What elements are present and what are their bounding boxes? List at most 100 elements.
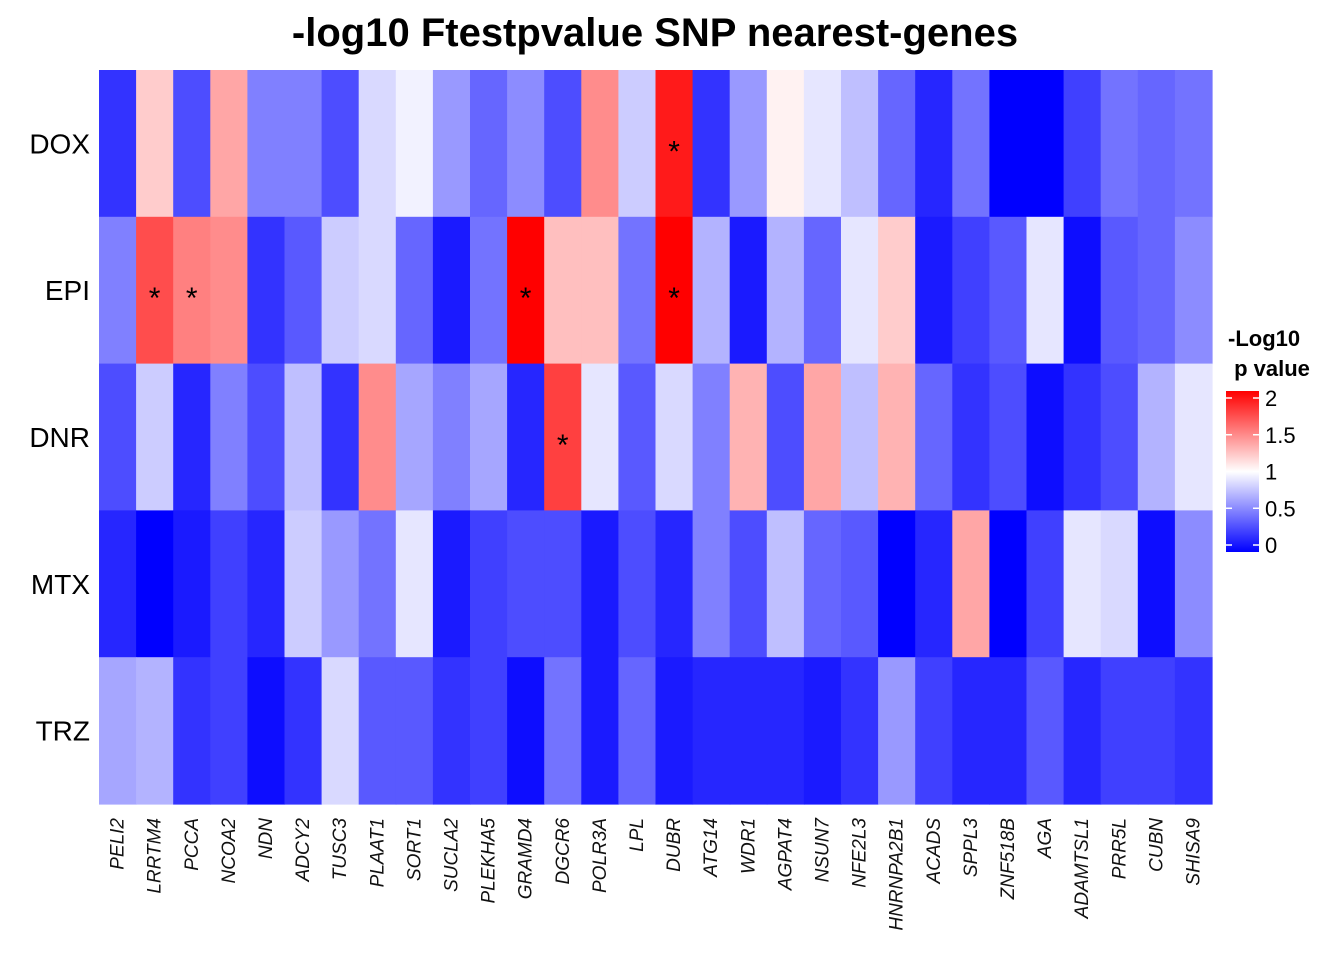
heatmap-cell-dnr-polr3a [581,363,619,511]
heatmap-cell-dox-atg14 [692,70,731,218]
column-label-gramd4: GRAMD4 [516,818,537,899]
heatmap-cell-mtx-shisa9 [1174,510,1213,658]
heatmap-cell-mtx-pcca [173,510,211,658]
heatmap-cell-dnr-cubn [1137,363,1176,511]
significance-star-epi-gramd4: * [520,282,532,315]
heatmap-cell-trz-aga [1026,657,1065,805]
heatmap-cell-dnr-agpat4 [766,363,805,511]
heatmap-cell-dnr-plekha5 [470,363,508,511]
heatmap-cell-epi-ndn [247,216,286,365]
heatmap-cell-mtx-dgcr6 [544,510,582,658]
column-label-ndn: NDN [256,818,277,859]
heatmap-cell-mtx-plekha5 [470,510,508,658]
heatmap-cell-dox-ndn [247,70,286,218]
column-label-sppl3: SPPL3 [961,818,982,878]
heatmap-cell-epi-nsun7 [803,216,842,365]
column-label-cubn: CUBN [1146,818,1167,872]
heatmap-cell-epi-hnrnpa2b1 [878,216,916,365]
heatmap-cell-dnr-ncoa2 [210,363,248,511]
heatmap-cell-dnr-nfe2l3 [841,363,879,511]
heatmap-cell-dox-adcy2 [284,70,323,218]
row-labels: DOX EPI DNR MTX TRZ [29,128,90,746]
heatmap-cell-dox-prr5l [1100,70,1139,218]
heatmap-cell-mtx-sort1 [395,510,434,658]
heatmap-cell-mtx-prr5l [1100,510,1139,658]
heatmap-cell-trz-cubn [1137,657,1176,805]
row-label-epi: EPI [45,275,90,306]
heatmap-cell-dox-gramd4 [507,70,545,218]
heatmap-cell-dox-wdr1 [729,70,768,218]
heatmap-cell-dox-agpat4 [766,70,805,218]
heatmap-cell-mtx-dubr [655,510,694,658]
heatmap-cell-trz-peli2 [99,657,137,805]
heatmap-cell-dox-aga [1026,70,1065,218]
heatmap-cell-trz-lrrtm4 [136,657,174,805]
column-label-ncoa2: NCOA2 [219,818,240,884]
heatmap-cell-trz-lpl [618,657,657,805]
heatmap-cell-trz-nfe2l3 [841,657,879,805]
heatmap-cell-trz-znf518b [989,657,1028,805]
heatmap-cell-dnr-znf518b [989,363,1028,511]
heatmap-cell-trz-shisa9 [1174,657,1213,805]
heatmap-cell-trz-sort1 [395,657,434,805]
heatmap-cell-dox-nfe2l3 [841,70,879,218]
heatmap-cell-mtx-hnrnpa2b1 [878,510,916,658]
heatmap-cell-dnr-hnrnpa2b1 [878,363,916,511]
heatmap-cell-epi-nfe2l3 [841,216,879,365]
heatmap-cell-dox-pcca [173,70,211,218]
legend-tick-label: 2 [1265,386,1277,411]
heatmap-cell-dox-plekha5 [470,70,508,218]
heatmap-cell-epi-adamtsl1 [1063,216,1102,365]
heatmap-cell-epi-sort1 [395,216,434,365]
heatmap-cell-mtx-znf518b [989,510,1028,658]
heatmap-cell-dnr-gramd4 [507,363,545,511]
heatmap-cell-mtx-sppl3 [952,510,990,658]
heatmap-cell-trz-plekha5 [470,657,508,805]
heatmap-cell-dox-sucla2 [432,70,471,218]
legend-tick-label: 1.5 [1265,423,1296,448]
column-label-aga: AGA [1035,818,1056,859]
heatmap-cell-trz-ndn [247,657,286,805]
heatmap-cell-epi-plekha5 [470,216,508,365]
column-label-agpat4: AGPAT4 [775,818,796,891]
column-label-plaat1: PLAAT1 [367,818,388,887]
legend-tick-label: 1 [1265,460,1277,485]
heatmap-cell-epi-lpl [618,216,657,365]
heatmap-cell-mtx-lpl [618,510,657,658]
heatmap-cell-epi-tusc3 [321,216,360,365]
heatmap-cell-epi-atg14 [692,216,731,365]
column-label-pcca: PCCA [182,818,203,871]
heatmap-cell-dnr-nsun7 [803,363,842,511]
heatmap-cell-mtx-cubn [1137,510,1176,658]
heatmap-cell-epi-plaat1 [358,216,397,365]
heatmap-cell-mtx-acads [915,510,953,658]
heatmap-cell-mtx-nfe2l3 [841,510,879,658]
heatmap-cell-epi-acads [915,216,953,365]
heatmap-cell-mtx-polr3a [581,510,619,658]
heatmap-cell-epi-agpat4 [766,216,805,365]
column-label-znf518b: ZNF518B [998,818,1019,901]
column-label-wdr1: WDR1 [738,818,759,874]
heatmap-cell-epi-sucla2 [432,216,471,365]
row-label-mtx: MTX [31,569,90,600]
column-label-acads: ACADS [924,818,945,885]
heatmap-cell-dox-hnrnpa2b1 [878,70,916,218]
heatmap-cell-dnr-plaat1 [358,363,397,511]
heatmap-cell-trz-ncoa2 [210,657,248,805]
heatmap-cell-dnr-aga [1026,363,1065,511]
heatmap-cell-epi-shisa9 [1174,216,1213,365]
heatmap-cell-dnr-atg14 [692,363,731,511]
heatmap-cell-mtx-adcy2 [284,510,323,658]
heatmap-cell-mtx-gramd4 [507,510,545,658]
heatmap-cell-trz-pcca [173,657,211,805]
heatmap-cell-epi-aga [1026,216,1065,365]
heatmap-cell-trz-wdr1 [729,657,768,805]
heatmap-cell-epi-gramd4 [507,216,545,365]
heatmap-cell-dnr-adamtsl1 [1063,363,1102,511]
heatmap-cell-dnr-lpl [618,363,657,511]
heatmap-cell-trz-acads [915,657,953,805]
heatmap-cell-epi-polr3a [581,216,619,365]
heatmap-cell-dox-peli2 [99,70,137,218]
column-label-dgcr6: DGCR6 [553,818,574,885]
